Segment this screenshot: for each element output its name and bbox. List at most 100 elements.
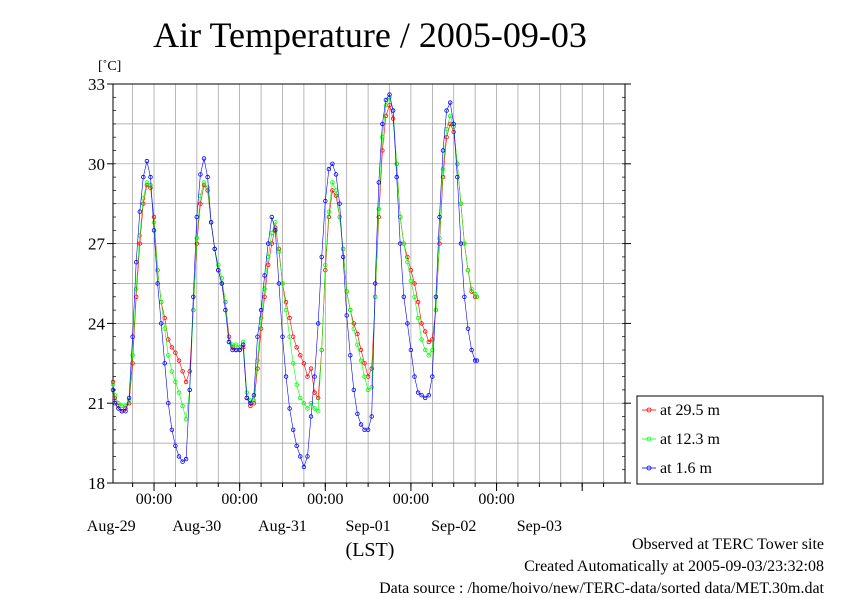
data-point bbox=[316, 321, 321, 326]
data-point bbox=[287, 315, 292, 321]
data-point bbox=[133, 286, 139, 291]
data-point bbox=[412, 281, 417, 286]
data-point bbox=[141, 201, 146, 206]
data-point bbox=[219, 281, 224, 286]
x-time-label: 00:00 bbox=[307, 491, 343, 508]
data-point bbox=[251, 398, 257, 403]
data-point bbox=[458, 201, 464, 206]
footer-created: Created Automatically at 2005-09-03/23:3… bbox=[524, 558, 824, 575]
data-point bbox=[148, 174, 153, 180]
data-point bbox=[240, 339, 246, 345]
data-point bbox=[387, 92, 392, 97]
data-point bbox=[415, 299, 421, 305]
data-point bbox=[266, 241, 271, 246]
data-point bbox=[365, 427, 371, 432]
data-point bbox=[415, 315, 421, 321]
y-tick-label: 27 bbox=[88, 235, 106, 254]
x-time-label: 00:00 bbox=[478, 491, 514, 508]
data-point bbox=[212, 246, 217, 252]
data-point bbox=[440, 148, 446, 153]
data-point bbox=[305, 406, 310, 411]
data-point bbox=[455, 161, 460, 166]
data-point bbox=[110, 379, 116, 385]
data-point bbox=[312, 390, 317, 395]
data-point bbox=[176, 454, 182, 459]
data-point bbox=[365, 387, 371, 393]
data-point bbox=[408, 347, 414, 353]
data-point bbox=[262, 286, 267, 291]
data-point bbox=[426, 353, 431, 358]
data-point bbox=[474, 294, 480, 299]
data-point bbox=[380, 121, 385, 127]
data-point bbox=[151, 214, 157, 220]
data-point bbox=[294, 443, 299, 448]
data-point bbox=[201, 180, 207, 185]
data-point bbox=[301, 361, 307, 366]
y-tick-label: 30 bbox=[88, 155, 105, 174]
data-point bbox=[291, 427, 296, 432]
data-point bbox=[180, 403, 185, 409]
data-point bbox=[333, 172, 339, 177]
data-point bbox=[276, 249, 282, 254]
data-point bbox=[298, 395, 303, 401]
data-point bbox=[269, 230, 274, 236]
x-date-label: Aug-30 bbox=[172, 518, 221, 535]
data-point bbox=[390, 116, 396, 121]
data-point bbox=[358, 422, 364, 427]
x-time-label: 00:00 bbox=[221, 491, 257, 508]
data-point bbox=[112, 395, 117, 401]
series-line bbox=[112, 93, 477, 468]
data-point bbox=[230, 345, 235, 350]
legend-swatch-marker bbox=[646, 436, 652, 442]
data-point bbox=[194, 214, 199, 220]
data-point bbox=[283, 374, 289, 379]
data-point bbox=[426, 339, 431, 345]
data-point bbox=[373, 294, 378, 299]
data-point bbox=[191, 294, 196, 299]
data-point bbox=[205, 174, 210, 180]
data-point bbox=[362, 361, 367, 366]
data-point bbox=[433, 307, 439, 313]
data-point bbox=[369, 385, 374, 390]
data-point bbox=[255, 358, 260, 363]
data-point bbox=[355, 342, 360, 347]
data-point bbox=[183, 379, 189, 385]
data-point bbox=[276, 281, 282, 286]
data-point bbox=[316, 409, 321, 414]
y-tick-label: 18 bbox=[88, 474, 105, 493]
data-point bbox=[158, 321, 164, 326]
data-point bbox=[258, 326, 264, 331]
data-point bbox=[312, 406, 317, 411]
data-point bbox=[144, 180, 150, 185]
data-point bbox=[180, 369, 185, 374]
y-axis-label: [˚C] bbox=[98, 59, 121, 74]
data-point bbox=[110, 382, 116, 387]
data-point bbox=[348, 307, 353, 313]
data-point bbox=[130, 353, 135, 358]
data-point bbox=[294, 345, 299, 350]
data-point bbox=[291, 361, 296, 366]
x-axis-label: (LST) bbox=[346, 539, 395, 561]
data-point bbox=[440, 174, 446, 180]
data-point bbox=[383, 97, 389, 103]
data-point bbox=[162, 315, 167, 321]
data-point bbox=[323, 262, 328, 268]
data-point bbox=[444, 134, 449, 140]
legend: at 29.5 m at 12.3 m at 1.6 m bbox=[636, 395, 824, 485]
data-point bbox=[216, 262, 221, 268]
x-date-label: Sep-03 bbox=[517, 518, 562, 535]
data-point bbox=[405, 260, 410, 265]
data-point bbox=[226, 339, 232, 345]
data-point bbox=[376, 206, 381, 212]
data-point bbox=[187, 369, 192, 374]
data-point bbox=[383, 103, 389, 108]
data-point bbox=[415, 390, 421, 395]
data-point bbox=[248, 403, 253, 409]
data-point bbox=[173, 350, 178, 355]
data-point bbox=[151, 220, 157, 225]
x-date-label: Aug-31 bbox=[258, 518, 307, 535]
data-point bbox=[319, 254, 324, 260]
data-point bbox=[162, 326, 167, 331]
data-point bbox=[394, 161, 399, 166]
